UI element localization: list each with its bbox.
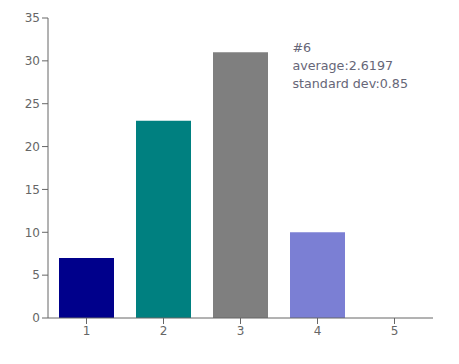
html-text:#6 average:2.6197 standard dev: #6 average:2.6197 standard dev:0.85 <box>292 40 408 91</box>
svg-text:1: 1 <box>83 324 91 338</box>
svg-text:35: 35 <box>25 11 40 25</box>
svg-text:0: 0 <box>32 311 40 325</box>
svg-text:3: 3 <box>237 324 245 338</box>
svg-text:25: 25 <box>25 97 40 111</box>
svg-text:10: 10 <box>25 226 40 240</box>
svg-text:15: 15 <box>25 183 40 197</box>
svg-text:30: 30 <box>25 54 40 68</box>
svg-text:2: 2 <box>160 324 168 338</box>
svg-text:4: 4 <box>314 324 322 338</box>
svg-text:20: 20 <box>25 140 40 154</box>
svg-text:5: 5 <box>391 324 399 338</box>
svg-text:5: 5 <box>32 268 40 282</box>
